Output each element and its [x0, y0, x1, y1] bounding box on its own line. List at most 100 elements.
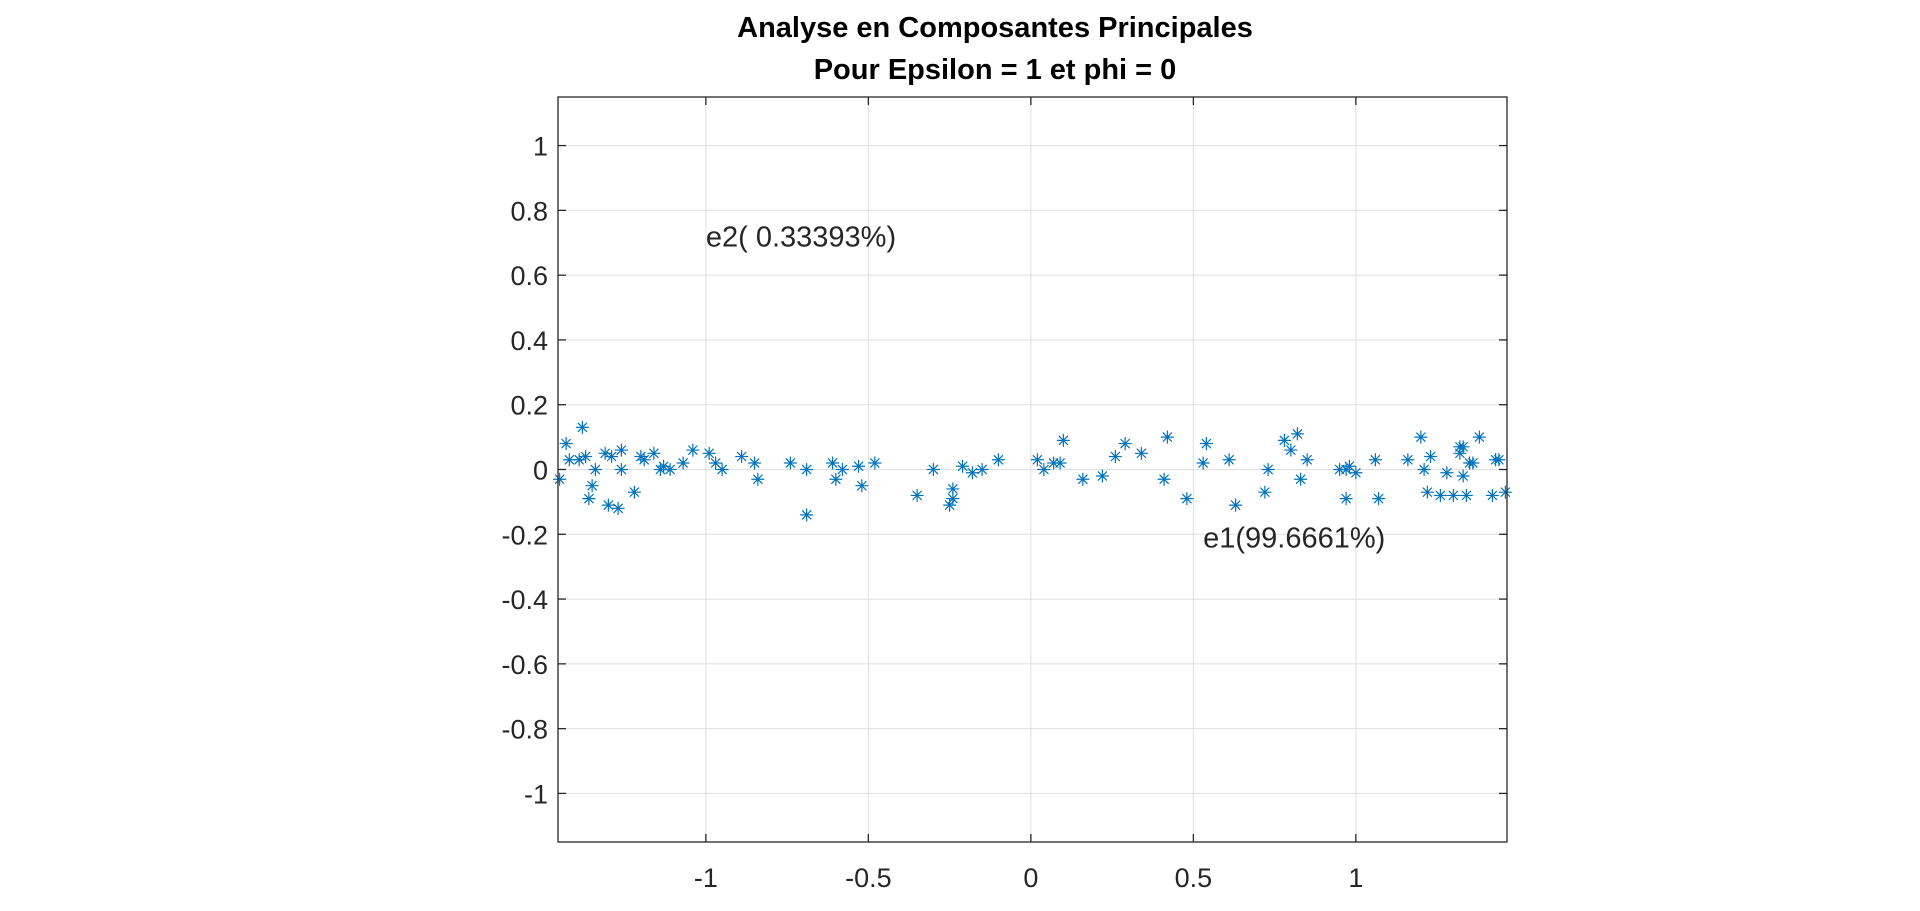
scatter-point: [1180, 492, 1194, 506]
scatter-point: [943, 498, 957, 512]
scatter-point: [1498, 485, 1512, 499]
scatter-point: [855, 479, 869, 493]
scatter-point: [748, 456, 762, 470]
x-tick-label: -1: [694, 863, 718, 893]
x-tick-label: 0.5: [1175, 863, 1213, 893]
scatter-point: [1456, 469, 1470, 483]
scatter-point: [1401, 453, 1415, 467]
scatter-point: [1368, 453, 1382, 467]
scatter-point: [579, 449, 593, 464]
scatter-point: [1300, 453, 1314, 467]
scatter-point: [686, 443, 700, 457]
scatter-point: [800, 508, 814, 522]
scatter-point: [702, 446, 716, 460]
annotations: e2( 0.33393%) e1(99.6661%): [706, 221, 1385, 554]
y-tick-label: -0.8: [501, 715, 548, 745]
scatter-point: [1472, 430, 1486, 444]
x-tick-label: 1: [1348, 863, 1363, 893]
scatter-point: [991, 453, 1005, 467]
scatter-point: [852, 459, 866, 473]
scatter-point: [611, 501, 625, 515]
scatter-point: [1485, 488, 1499, 503]
scatter-point: [910, 488, 924, 503]
scatter-point: [1118, 436, 1132, 451]
y-tick-label: 1: [533, 132, 548, 162]
scatter-point: [956, 459, 970, 473]
scatter-point: [1414, 430, 1428, 444]
x-tick-label: 0: [1023, 863, 1038, 893]
scatter-point: [1417, 462, 1431, 477]
y-tick-label: -1: [524, 779, 548, 809]
scatter-point: [783, 456, 797, 470]
x-tick-label: -0.5: [845, 863, 892, 893]
scatter-point: [1277, 433, 1291, 447]
scatter-point: [601, 498, 615, 512]
scatter-point: [1339, 492, 1353, 506]
scatter-point: [1440, 466, 1454, 480]
scatter-point: [1456, 440, 1470, 454]
scatter-point: [582, 492, 596, 506]
scatter-point: [1199, 436, 1213, 451]
scatter-point: [1229, 498, 1243, 512]
annotation-label: e1(99.6661%): [1203, 523, 1385, 555]
scatter-point: [627, 485, 641, 499]
scatter-point: [1284, 443, 1298, 457]
y-tick-label: 0.4: [510, 326, 548, 356]
scatter-point: [1424, 449, 1438, 464]
scatter-points: [553, 420, 1512, 522]
scatter-point: [751, 472, 765, 486]
x-tick-labels: -1 -0.5 0 0.5 1: [694, 863, 1364, 893]
scatter-point: [585, 479, 599, 493]
chart-title-line-1: Analyse en Composantes Principales: [737, 12, 1253, 44]
scatter-point: [1095, 469, 1109, 483]
scatter-point: [965, 466, 979, 480]
chart-title-line-2: Pour Epsilon = 1 et phi = 0: [814, 54, 1177, 86]
scatter-point: [1433, 488, 1447, 503]
scatter-point: [1108, 449, 1122, 464]
scatter-point: [1196, 456, 1210, 470]
scatter-point: [598, 446, 612, 460]
scatter-point: [1349, 466, 1363, 480]
y-tick-label: -0.4: [501, 585, 548, 615]
scatter-point: [1492, 453, 1506, 467]
scatter-point: [1261, 462, 1275, 477]
scatter-point: [1420, 485, 1434, 499]
scatter-point: [676, 456, 690, 470]
scatter-point: [614, 443, 628, 457]
scatter-point: [926, 462, 940, 477]
scatter-point: [647, 446, 661, 460]
scatter-point: [663, 462, 677, 477]
y-tick-label: 0.8: [510, 196, 548, 226]
scatter-point: [1290, 427, 1304, 441]
scatter-point: [1222, 453, 1236, 467]
scatter-point: [1466, 456, 1480, 470]
scatter-point: [1056, 433, 1070, 447]
y-tick-label: 0.2: [510, 391, 548, 421]
scatter-point: [637, 453, 651, 467]
scatter-point: [1294, 472, 1308, 486]
scatter-point: [553, 472, 567, 486]
scatter-point: [1134, 446, 1148, 460]
scatter-point: [975, 462, 989, 477]
scatter-point: [605, 449, 619, 464]
y-tick-label: 0.6: [510, 261, 548, 291]
y-tick-labels: 1 0.8 0.6 0.4 0.2 0 -0.2 -0.4 -0.6 -0.8 -1: [501, 132, 548, 810]
scatter-point: [614, 462, 628, 477]
y-tick-label: -0.2: [501, 520, 548, 550]
y-tick-label: 0: [533, 456, 548, 486]
scatter-point: [559, 436, 573, 451]
scatter-point: [1076, 472, 1090, 486]
scatter-point: [575, 420, 589, 434]
grid-layer: [558, 97, 1507, 842]
scatter-point: [868, 456, 882, 470]
scatter-point: [1160, 430, 1174, 444]
scatter-point: [572, 453, 586, 467]
scatter-point: [835, 462, 849, 477]
scatter-point: [562, 453, 576, 467]
scatter-point: [1446, 488, 1460, 503]
scatter-point: [735, 449, 749, 464]
scatter-point: [1053, 456, 1067, 470]
annotation-label: e2( 0.33393%): [706, 221, 896, 253]
scatter-point: [1459, 488, 1473, 503]
